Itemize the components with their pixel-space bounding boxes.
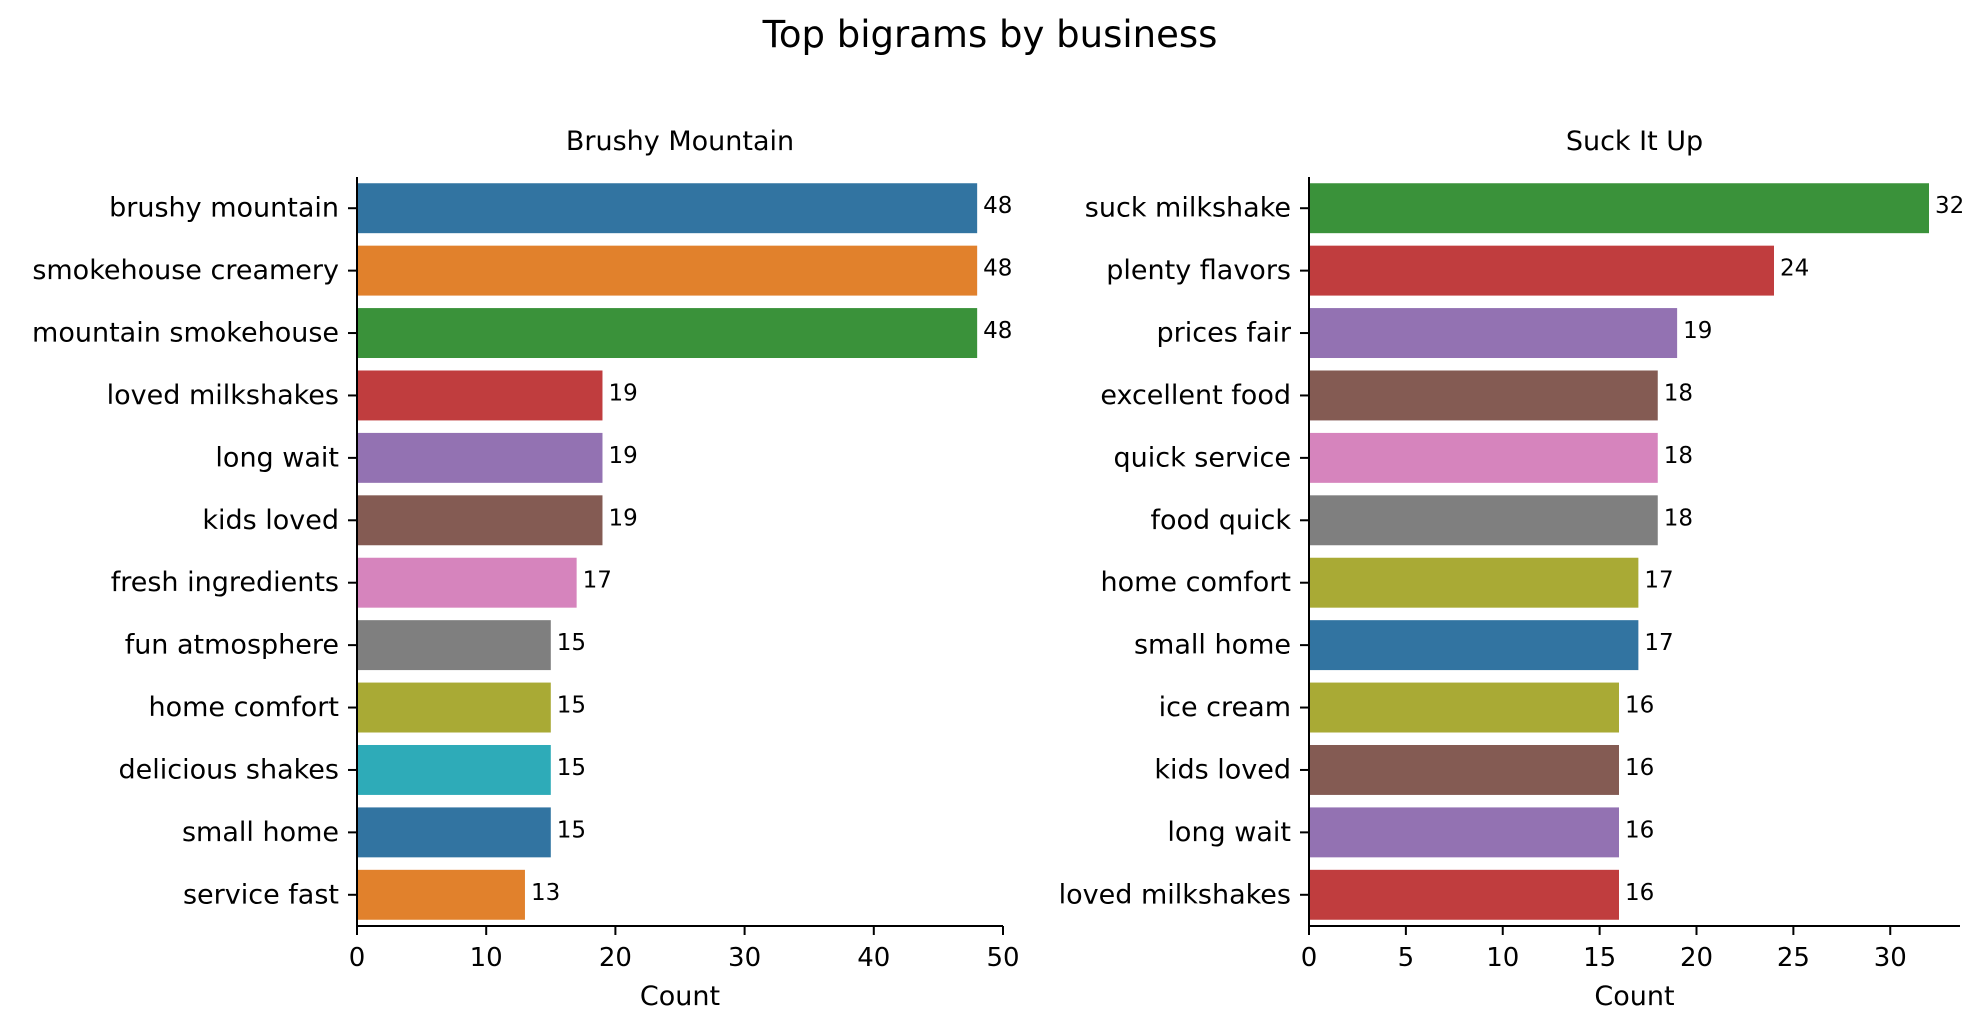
bar-smokehouse-creamery xyxy=(357,245,978,296)
value-label: 19 xyxy=(1683,318,1712,344)
category-label: brushy mountain xyxy=(109,193,339,224)
x-tick-label: 5 xyxy=(1398,943,1415,973)
category-label: excellent food xyxy=(1100,380,1291,411)
subplot-title: Suck It Up xyxy=(1566,126,1703,157)
x-tick-label: 30 xyxy=(1874,943,1907,973)
category-label: smokehouse creamery xyxy=(32,255,339,286)
bar-mountain-smokehouse xyxy=(357,308,978,359)
value-label: 17 xyxy=(1644,568,1673,594)
bar-prices-fair xyxy=(1309,308,1678,359)
bar-fun-atmosphere xyxy=(357,620,551,671)
category-label: delicious shakes xyxy=(119,754,339,785)
bar-excellent-food xyxy=(1309,370,1658,421)
bar-kids-loved xyxy=(357,495,603,546)
category-label: long wait xyxy=(215,442,339,473)
value-label: 32 xyxy=(1935,193,1964,219)
x-tick-label: 10 xyxy=(1486,943,1519,973)
bar-long-wait xyxy=(1309,807,1619,858)
category-label: food quick xyxy=(1151,505,1292,536)
category-label: suck milkshake xyxy=(1085,193,1291,224)
bar-loved-milkshakes xyxy=(1309,869,1619,920)
subplot-suck-it-up: Suck It Up suck milkshake 32 plenty flavors… xyxy=(1059,126,1965,1012)
value-label: 18 xyxy=(1664,505,1693,531)
value-label: 17 xyxy=(583,568,612,594)
category-label: loved milkshakes xyxy=(1059,879,1291,910)
category-label: mountain smokehouse xyxy=(32,318,339,349)
bar-quick-service xyxy=(1309,432,1658,483)
x-tick-label: 0 xyxy=(349,943,366,973)
value-label: 16 xyxy=(1625,880,1654,906)
category-label: plenty flavors xyxy=(1106,255,1291,286)
x-tick-label: 50 xyxy=(986,943,1019,973)
value-label: 17 xyxy=(1644,630,1673,656)
value-label: 16 xyxy=(1625,755,1654,781)
x-axis-label: Count xyxy=(1594,981,1674,1012)
value-label: 15 xyxy=(557,755,586,781)
category-label: long wait xyxy=(1167,817,1291,848)
bar-service-fast xyxy=(357,869,525,920)
bar-kids-loved xyxy=(1309,744,1619,795)
bar-home-comfort xyxy=(1309,557,1639,608)
bar-long-wait xyxy=(357,432,603,483)
subplot-title: Brushy Mountain xyxy=(566,126,794,157)
x-axis-label: Count xyxy=(640,981,720,1012)
category-label: kids loved xyxy=(202,505,339,536)
category-label: loved milkshakes xyxy=(107,380,339,411)
value-label: 16 xyxy=(1625,817,1654,843)
value-label: 24 xyxy=(1780,256,1809,282)
category-label: quick service xyxy=(1113,442,1291,473)
value-label: 13 xyxy=(531,880,560,906)
category-label: small home xyxy=(182,817,339,848)
category-label: fun atmosphere xyxy=(125,630,339,661)
value-label: 19 xyxy=(608,443,637,469)
value-label: 19 xyxy=(608,380,637,406)
x-tick-label: 20 xyxy=(1680,943,1713,973)
x-tick-label: 20 xyxy=(599,943,632,973)
value-label: 48 xyxy=(983,193,1012,219)
bar-delicious-shakes xyxy=(357,744,551,795)
category-label: service fast xyxy=(183,879,339,910)
category-label: home comfort xyxy=(148,692,339,723)
category-label: fresh ingredients xyxy=(111,567,339,598)
value-label: 15 xyxy=(557,817,586,843)
bar-small-home xyxy=(357,807,551,858)
value-label: 48 xyxy=(983,318,1012,344)
x-tick-label: 10 xyxy=(470,943,503,973)
bar-food-quick xyxy=(1309,495,1658,546)
x-tick-label: 30 xyxy=(728,943,761,973)
figure-title: Top bigrams by business xyxy=(762,13,1218,56)
x-tick-label: 25 xyxy=(1777,943,1810,973)
category-label: ice cream xyxy=(1159,692,1291,723)
value-label: 16 xyxy=(1625,693,1654,719)
x-tick-label: 15 xyxy=(1583,943,1616,973)
bar-brushy-mountain xyxy=(357,183,978,234)
x-tick-label: 0 xyxy=(1301,943,1318,973)
value-label: 15 xyxy=(557,630,586,656)
bar-home-comfort xyxy=(357,682,551,733)
category-label: home comfort xyxy=(1100,567,1291,598)
value-label: 18 xyxy=(1664,443,1693,469)
bar-ice-cream xyxy=(1309,682,1619,733)
value-label: 18 xyxy=(1664,380,1693,406)
value-label: 19 xyxy=(608,505,637,531)
bar-small-home xyxy=(1309,620,1639,671)
bar-loved-milkshakes xyxy=(357,370,603,421)
bar-suck-milkshake xyxy=(1309,183,1929,234)
x-tick-label: 40 xyxy=(857,943,890,973)
bar-fresh-ingredients xyxy=(357,557,577,608)
category-label: prices fair xyxy=(1157,318,1292,349)
value-label: 48 xyxy=(983,256,1012,282)
category-label: kids loved xyxy=(1154,754,1291,785)
bar-plenty-flavors xyxy=(1309,245,1774,296)
subplot-brushy-mountain: Brushy Mountain brushy mountain 48 smokehou… xyxy=(32,126,1020,1012)
category-label: small home xyxy=(1134,630,1291,661)
value-label: 15 xyxy=(557,693,586,719)
